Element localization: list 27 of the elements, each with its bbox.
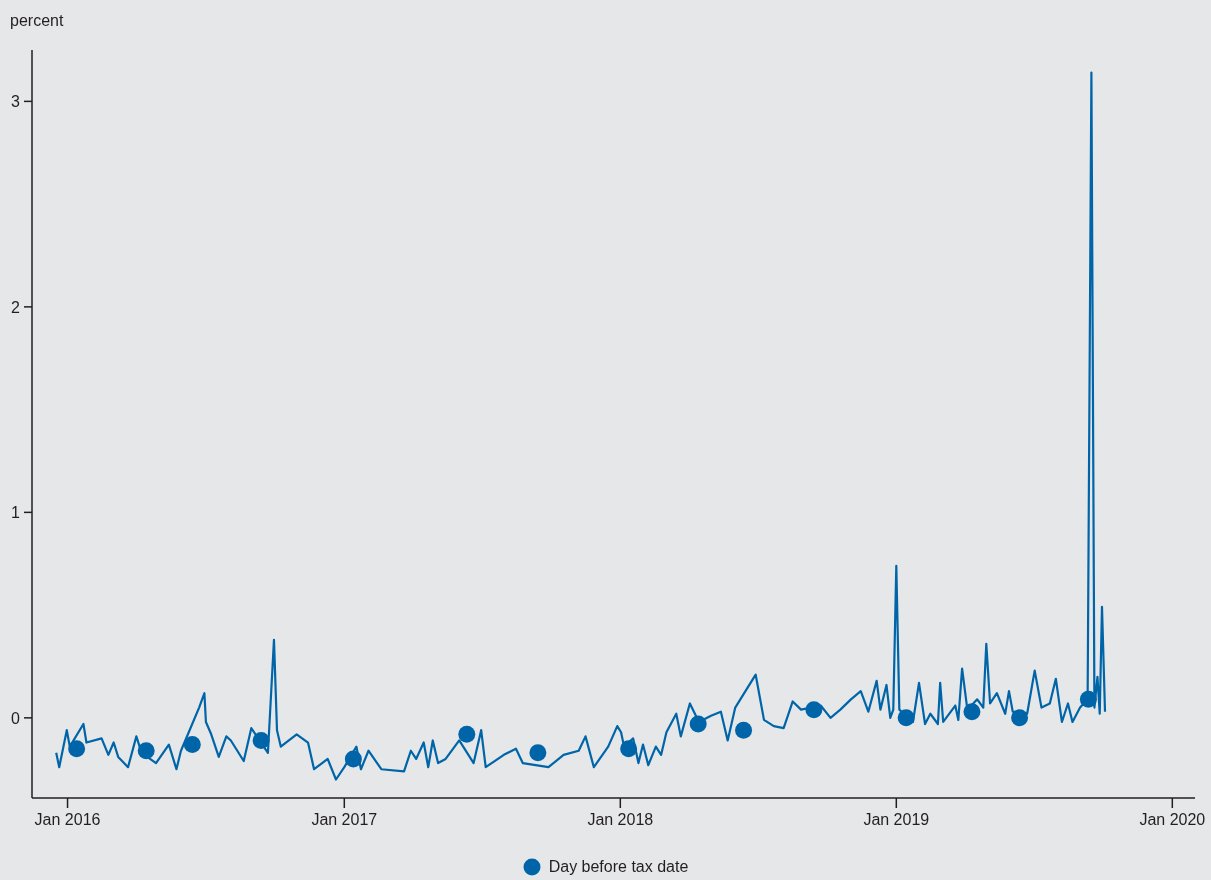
point	[735, 721, 753, 739]
x-tick-label: Jan 2016	[34, 811, 101, 829]
point	[897, 709, 915, 727]
y-tick-label: 0	[11, 709, 21, 727]
point	[805, 701, 823, 719]
point	[137, 742, 155, 760]
point	[68, 740, 86, 758]
point	[620, 740, 638, 758]
point	[344, 750, 362, 768]
x-tick-label: Jan 2020	[1139, 811, 1206, 829]
point	[529, 744, 547, 762]
line-series	[55, 71, 1107, 781]
y-tick-label: 2	[11, 298, 21, 316]
point	[689, 715, 707, 733]
point	[183, 736, 201, 754]
legend-label: Day before tax date	[548, 858, 689, 876]
y-axis-title: percent	[10, 12, 64, 30]
y-tick-label: 3	[11, 93, 21, 111]
x-tick-label: Jan 2019	[863, 811, 930, 829]
x-tick-label: Jan 2017	[311, 811, 378, 829]
point	[1079, 690, 1097, 708]
point	[458, 725, 476, 743]
x-tick-label: Jan 2018	[587, 811, 654, 829]
point	[963, 703, 981, 721]
point	[1011, 709, 1029, 727]
y-tick-label: 1	[11, 504, 21, 522]
point	[252, 731, 270, 749]
